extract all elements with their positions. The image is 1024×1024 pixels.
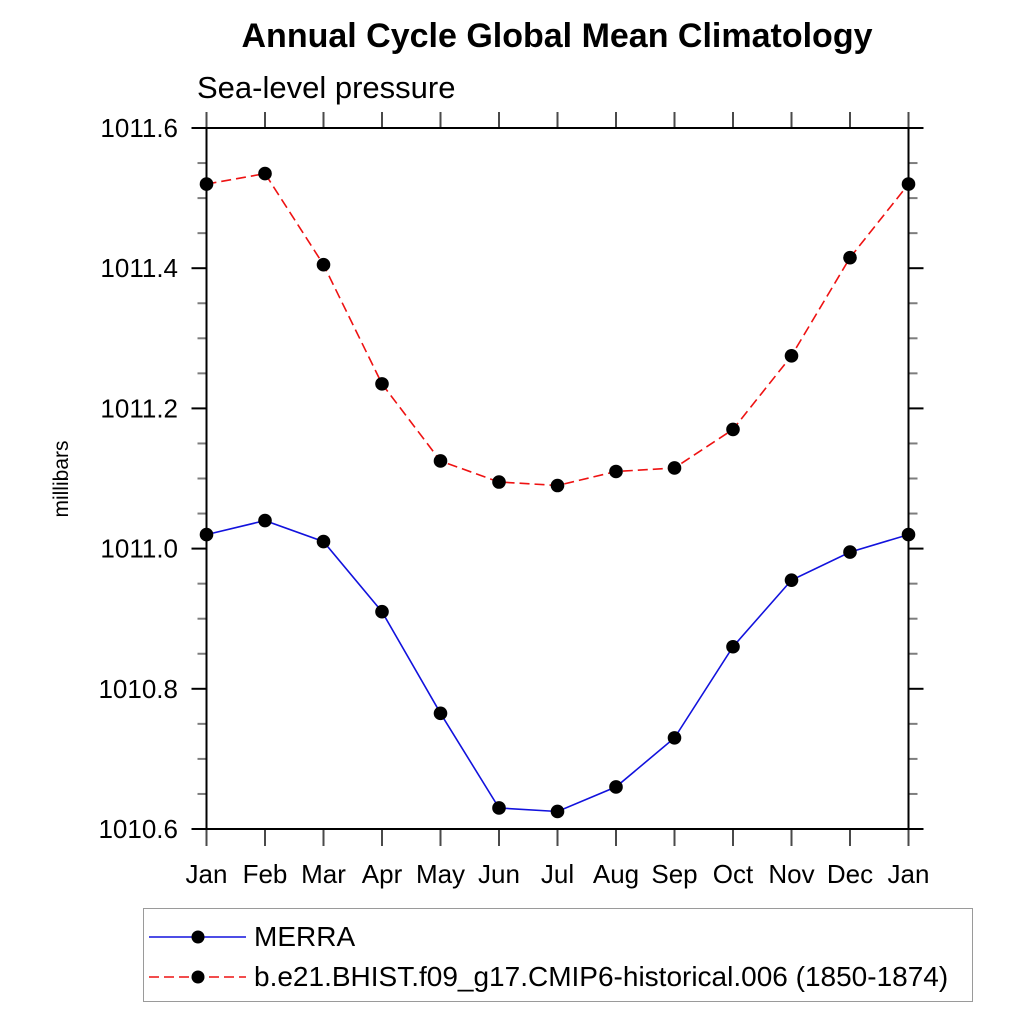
data-point-marker (726, 422, 740, 437)
data-point-marker (258, 513, 272, 528)
data-point-marker (550, 478, 565, 493)
series-line-0 (206, 519, 909, 813)
data-point-marker (375, 604, 389, 619)
data-point-marker (433, 706, 448, 721)
data-point-marker (492, 801, 506, 815)
y-tick-label: 1011.0 (100, 534, 178, 564)
x-tick-label: May (416, 859, 465, 889)
chart-title: Annual Cycle Global Mean Climatology (241, 17, 873, 55)
y-tick-label: 1011.6 (100, 113, 178, 143)
legend-marker-dot (191, 970, 205, 984)
data-point-marker (375, 377, 389, 391)
plot-frame (205, 127, 910, 830)
legend-solid-line-sample (149, 930, 246, 944)
data-point-marker (609, 780, 623, 794)
legend-marker-dot (191, 930, 205, 944)
x-tick-label: Jan (888, 859, 930, 889)
data-point-marker (609, 464, 623, 479)
x-tick-label: Jun (478, 859, 520, 889)
legend-label-merra: MERRA (254, 921, 356, 952)
x-tick-label: Aug (593, 859, 639, 889)
y-tick-label: 1011.2 (100, 393, 178, 423)
data-point-marker (550, 804, 565, 819)
y-tick-label: 1010.8 (98, 674, 178, 704)
x-tick-label: Oct (713, 859, 754, 889)
series-line-1 (206, 172, 910, 487)
data-point-marker (258, 166, 272, 181)
data-point-marker (843, 250, 857, 265)
x-tick-label: Mar (301, 859, 346, 889)
x-tick-label: Feb (243, 859, 288, 889)
y-tick-label: 1010.6 (98, 814, 178, 844)
legend-box: MERRA b.e21.BHIST.f09_g17.CMIP6-historic… (143, 908, 973, 1002)
y-tick-label: 1011.4 (100, 253, 178, 283)
data-point-marker (199, 527, 214, 542)
data-point-marker (726, 639, 740, 654)
data-point-marker (901, 177, 916, 191)
legend-label-model: b.e21.BHIST.f09_g17.CMIP6-historical.006… (254, 961, 949, 992)
data-point-marker (843, 545, 857, 559)
x-tick-label: Nov (768, 859, 814, 889)
data-point-marker (667, 461, 682, 475)
data-point-marker (492, 475, 506, 489)
x-tick-label: Jul (541, 859, 574, 889)
data-point-marker (667, 731, 682, 745)
x-tick-label: Jan (186, 859, 228, 889)
legend-item-model: b.e21.BHIST.f09_g17.CMIP6-historical.006… (149, 957, 972, 997)
x-tick-label: Dec (827, 859, 873, 889)
data-point-marker (199, 177, 214, 191)
data-point-marker (316, 257, 331, 272)
x-tick-label: Sep (651, 859, 697, 889)
data-point-marker (316, 534, 331, 549)
legend-item-merra: MERRA (149, 917, 972, 957)
chart-subtitle: Sea-level pressure (197, 70, 456, 105)
data-point-marker (784, 349, 799, 363)
x-tick-label: Apr (362, 859, 403, 889)
data-point-marker (901, 527, 916, 542)
legend-dashed-line-sample (149, 970, 246, 984)
data-point-marker (433, 454, 448, 468)
data-point-marker (784, 573, 799, 587)
